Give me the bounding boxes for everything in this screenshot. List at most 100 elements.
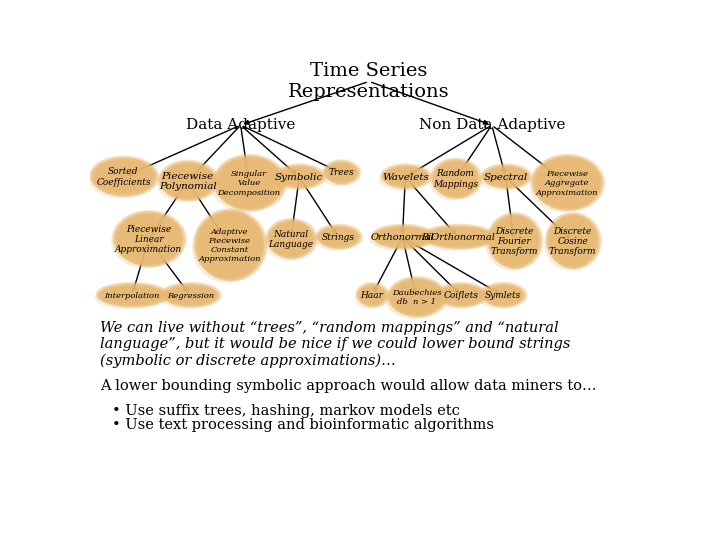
Ellipse shape	[547, 212, 598, 266]
Ellipse shape	[315, 228, 356, 251]
Ellipse shape	[482, 282, 524, 303]
Ellipse shape	[392, 276, 447, 314]
Ellipse shape	[536, 157, 606, 210]
Ellipse shape	[96, 283, 165, 305]
Ellipse shape	[324, 162, 358, 184]
Text: Adaptive
Piecewise
Constant
Approximation: Adaptive Piecewise Constant Approximatio…	[198, 228, 261, 264]
Ellipse shape	[371, 225, 431, 247]
Text: Strings: Strings	[322, 233, 355, 242]
Ellipse shape	[328, 162, 361, 184]
Ellipse shape	[356, 283, 384, 305]
Ellipse shape	[434, 161, 481, 199]
Ellipse shape	[101, 285, 171, 307]
Ellipse shape	[218, 157, 287, 210]
Ellipse shape	[267, 220, 315, 258]
Ellipse shape	[386, 166, 433, 188]
Ellipse shape	[163, 163, 220, 200]
Ellipse shape	[213, 155, 282, 208]
Ellipse shape	[276, 163, 323, 185]
Ellipse shape	[315, 225, 358, 247]
Ellipse shape	[195, 208, 264, 278]
Ellipse shape	[482, 166, 529, 188]
Ellipse shape	[360, 282, 389, 305]
Ellipse shape	[492, 215, 544, 268]
Ellipse shape	[491, 213, 543, 266]
Ellipse shape	[273, 168, 320, 190]
Ellipse shape	[160, 159, 215, 197]
Ellipse shape	[327, 163, 360, 185]
Ellipse shape	[114, 210, 183, 264]
Text: Coiflets: Coiflets	[444, 291, 479, 300]
Ellipse shape	[485, 285, 528, 307]
Ellipse shape	[481, 164, 528, 186]
Ellipse shape	[317, 224, 359, 246]
Ellipse shape	[426, 227, 495, 249]
Ellipse shape	[435, 287, 482, 309]
Ellipse shape	[163, 160, 218, 198]
Ellipse shape	[192, 213, 261, 282]
Ellipse shape	[95, 158, 160, 196]
Text: language”, but it would be nice if we could lower bound strings: language”, but it would be nice if we co…	[100, 337, 570, 351]
Ellipse shape	[166, 282, 221, 305]
Ellipse shape	[265, 222, 312, 260]
Text: Trees: Trees	[328, 168, 354, 178]
Ellipse shape	[438, 285, 485, 307]
Ellipse shape	[217, 154, 287, 208]
Text: Random
Mappings: Random Mappings	[433, 170, 478, 189]
Ellipse shape	[165, 286, 220, 308]
Ellipse shape	[320, 224, 362, 246]
Text: • Use text processing and bioinformatic algorithms: • Use text processing and bioinformatic …	[112, 418, 495, 432]
Text: Piecewise
Polynomial: Piecewise Polynomial	[159, 172, 217, 191]
Ellipse shape	[547, 215, 598, 268]
Ellipse shape	[488, 212, 540, 266]
Ellipse shape	[485, 167, 531, 190]
Ellipse shape	[482, 285, 524, 307]
Ellipse shape	[423, 226, 493, 248]
Ellipse shape	[386, 281, 441, 319]
Ellipse shape	[482, 163, 529, 185]
Ellipse shape	[91, 155, 156, 193]
Ellipse shape	[276, 166, 323, 188]
Ellipse shape	[488, 215, 540, 268]
Ellipse shape	[392, 279, 449, 316]
Text: We can live without “trees”, “random mappings” and “natural: We can live without “trees”, “random map…	[100, 321, 559, 334]
Ellipse shape	[421, 228, 490, 251]
Ellipse shape	[391, 280, 446, 318]
Ellipse shape	[357, 282, 387, 303]
Ellipse shape	[274, 164, 321, 186]
Ellipse shape	[354, 287, 384, 309]
Text: Regression: Regression	[167, 292, 214, 300]
Ellipse shape	[380, 164, 427, 186]
Ellipse shape	[321, 226, 364, 248]
Text: Wavelets: Wavelets	[382, 173, 428, 181]
Ellipse shape	[429, 163, 476, 200]
Text: Interpolation: Interpolation	[104, 292, 160, 300]
Ellipse shape	[431, 159, 477, 197]
Ellipse shape	[426, 224, 495, 246]
Ellipse shape	[270, 222, 317, 260]
Text: Sorted
Coefficients: Sorted Coefficients	[96, 167, 150, 187]
Text: • Use suffix trees, hashing, markov models etc: • Use suffix trees, hashing, markov mode…	[112, 404, 460, 417]
Text: (symbolic or discrete approximations)…: (symbolic or discrete approximations)…	[100, 354, 396, 368]
Ellipse shape	[94, 156, 158, 194]
Ellipse shape	[278, 167, 325, 190]
Ellipse shape	[485, 164, 532, 186]
Ellipse shape	[163, 285, 218, 307]
Ellipse shape	[436, 283, 483, 305]
Ellipse shape	[162, 164, 217, 201]
Ellipse shape	[215, 153, 284, 207]
Ellipse shape	[530, 159, 599, 212]
Ellipse shape	[91, 158, 156, 196]
Text: Discrete
Fourier
Transform: Discrete Fourier Transform	[490, 227, 538, 256]
Text: Data Adaptive: Data Adaptive	[186, 118, 295, 132]
Ellipse shape	[157, 164, 213, 202]
Ellipse shape	[166, 285, 222, 307]
Text: Singular
Value
Decomposition: Singular Value Decomposition	[217, 170, 281, 197]
Ellipse shape	[94, 159, 158, 197]
Text: Discrete
Cosine
Transform: Discrete Cosine Transform	[549, 227, 596, 256]
Text: Orthonormal: Orthonormal	[371, 233, 434, 242]
Ellipse shape	[389, 276, 444, 314]
Ellipse shape	[375, 224, 436, 246]
Ellipse shape	[361, 285, 390, 307]
Ellipse shape	[441, 285, 488, 307]
